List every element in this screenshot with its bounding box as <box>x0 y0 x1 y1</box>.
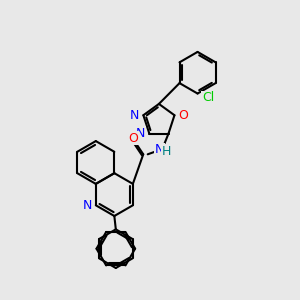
Text: N: N <box>155 143 164 156</box>
Text: N: N <box>130 109 140 122</box>
Text: O: O <box>128 132 138 145</box>
Text: N: N <box>83 199 92 212</box>
Text: O: O <box>178 109 188 122</box>
Text: N: N <box>136 127 146 140</box>
Text: H: H <box>161 145 171 158</box>
Text: Cl: Cl <box>202 92 214 104</box>
